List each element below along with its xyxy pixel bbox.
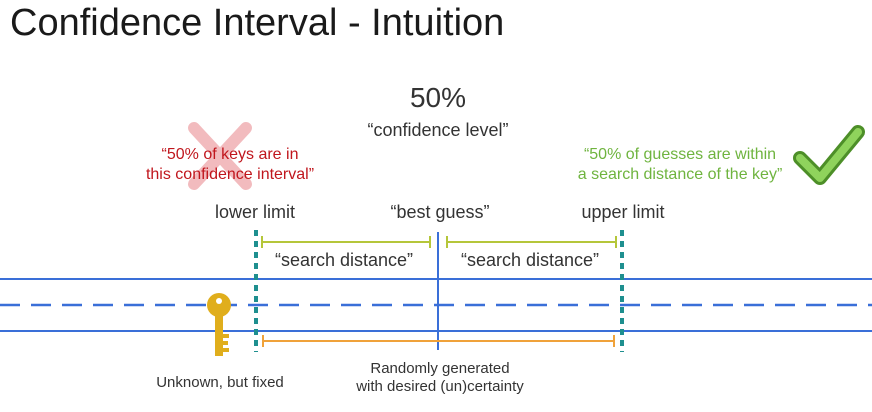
upper-limit-label: upper limit [581,202,665,222]
search-distance-bracket-left [261,236,431,248]
wrong-statement: “50% of keys are in this confidence inte… [100,145,360,185]
right-statement-line1: “50% of guesses are within [583,146,777,163]
checkmark-icon [793,125,865,185]
search-distance-bracket-right [446,236,617,248]
best-guess-label: “best guess” [390,202,490,222]
random-caption-line1: Randomly generated [370,360,510,377]
key-icon [207,293,231,356]
lower-limit-label: lower limit [214,202,295,222]
right-statement-line2: a search distance of the key” [577,166,783,183]
wrong-statement-line1: “50% of keys are in [161,146,299,163]
cross-icon [188,122,252,190]
confidence-level-label: “confidence level” [367,120,509,140]
search-distance-label-left: “search distance” [274,250,414,270]
right-statement: “50% of guesses are within a search dist… [540,145,820,185]
random-caption: Randomly generated with desired (un)cert… [330,360,550,396]
random-caption-line2: with desired (un)certainty [356,378,524,395]
random-interval-bracket [262,335,615,347]
search-distance-label-right: “search distance” [460,250,600,270]
confidence-percent: 50% [409,82,467,113]
wrong-statement-line2: this confidence interval” [145,166,315,183]
key-caption: Unknown, but fixed [156,374,284,391]
page-title: Confidence Interval - Intuition [10,2,505,44]
